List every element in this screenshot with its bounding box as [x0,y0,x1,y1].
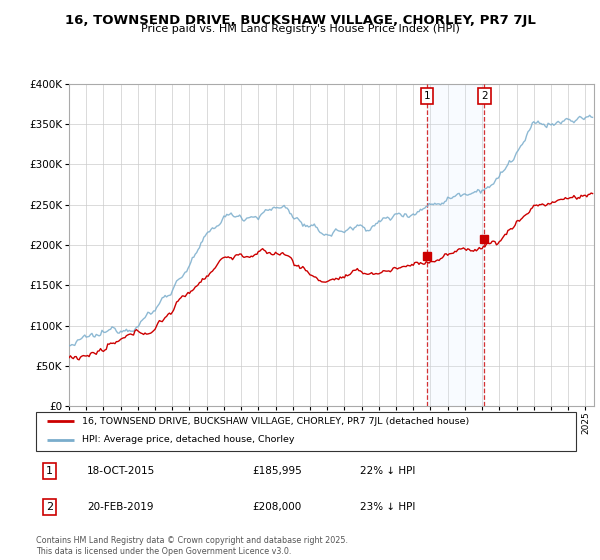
Text: 22% ↓ HPI: 22% ↓ HPI [360,466,415,476]
Text: 1: 1 [46,466,53,476]
Text: 16, TOWNSEND DRIVE, BUCKSHAW VILLAGE, CHORLEY, PR7 7JL: 16, TOWNSEND DRIVE, BUCKSHAW VILLAGE, CH… [65,14,535,27]
Text: HPI: Average price, detached house, Chorley: HPI: Average price, detached house, Chor… [82,435,295,444]
Text: 1: 1 [424,91,430,101]
Bar [427,84,484,406]
Text: 16, TOWNSEND DRIVE, BUCKSHAW VILLAGE, CHORLEY, PR7 7JL (detached house): 16, TOWNSEND DRIVE, BUCKSHAW VILLAGE, CH… [82,417,469,426]
Text: Contains HM Land Registry data © Crown copyright and database right 2025.
This d: Contains HM Land Registry data © Crown c… [36,536,348,556]
Text: Price paid vs. HM Land Registry's House Price Index (HPI): Price paid vs. HM Land Registry's House … [140,24,460,34]
Text: 2: 2 [481,91,488,101]
Text: 18-OCT-2015: 18-OCT-2015 [88,466,155,476]
FancyBboxPatch shape [36,412,576,451]
Text: £208,000: £208,000 [252,502,301,512]
Text: 23% ↓ HPI: 23% ↓ HPI [360,502,415,512]
Text: £185,995: £185,995 [252,466,302,476]
Text: 20-FEB-2019: 20-FEB-2019 [88,502,154,512]
Text: 2: 2 [46,502,53,512]
